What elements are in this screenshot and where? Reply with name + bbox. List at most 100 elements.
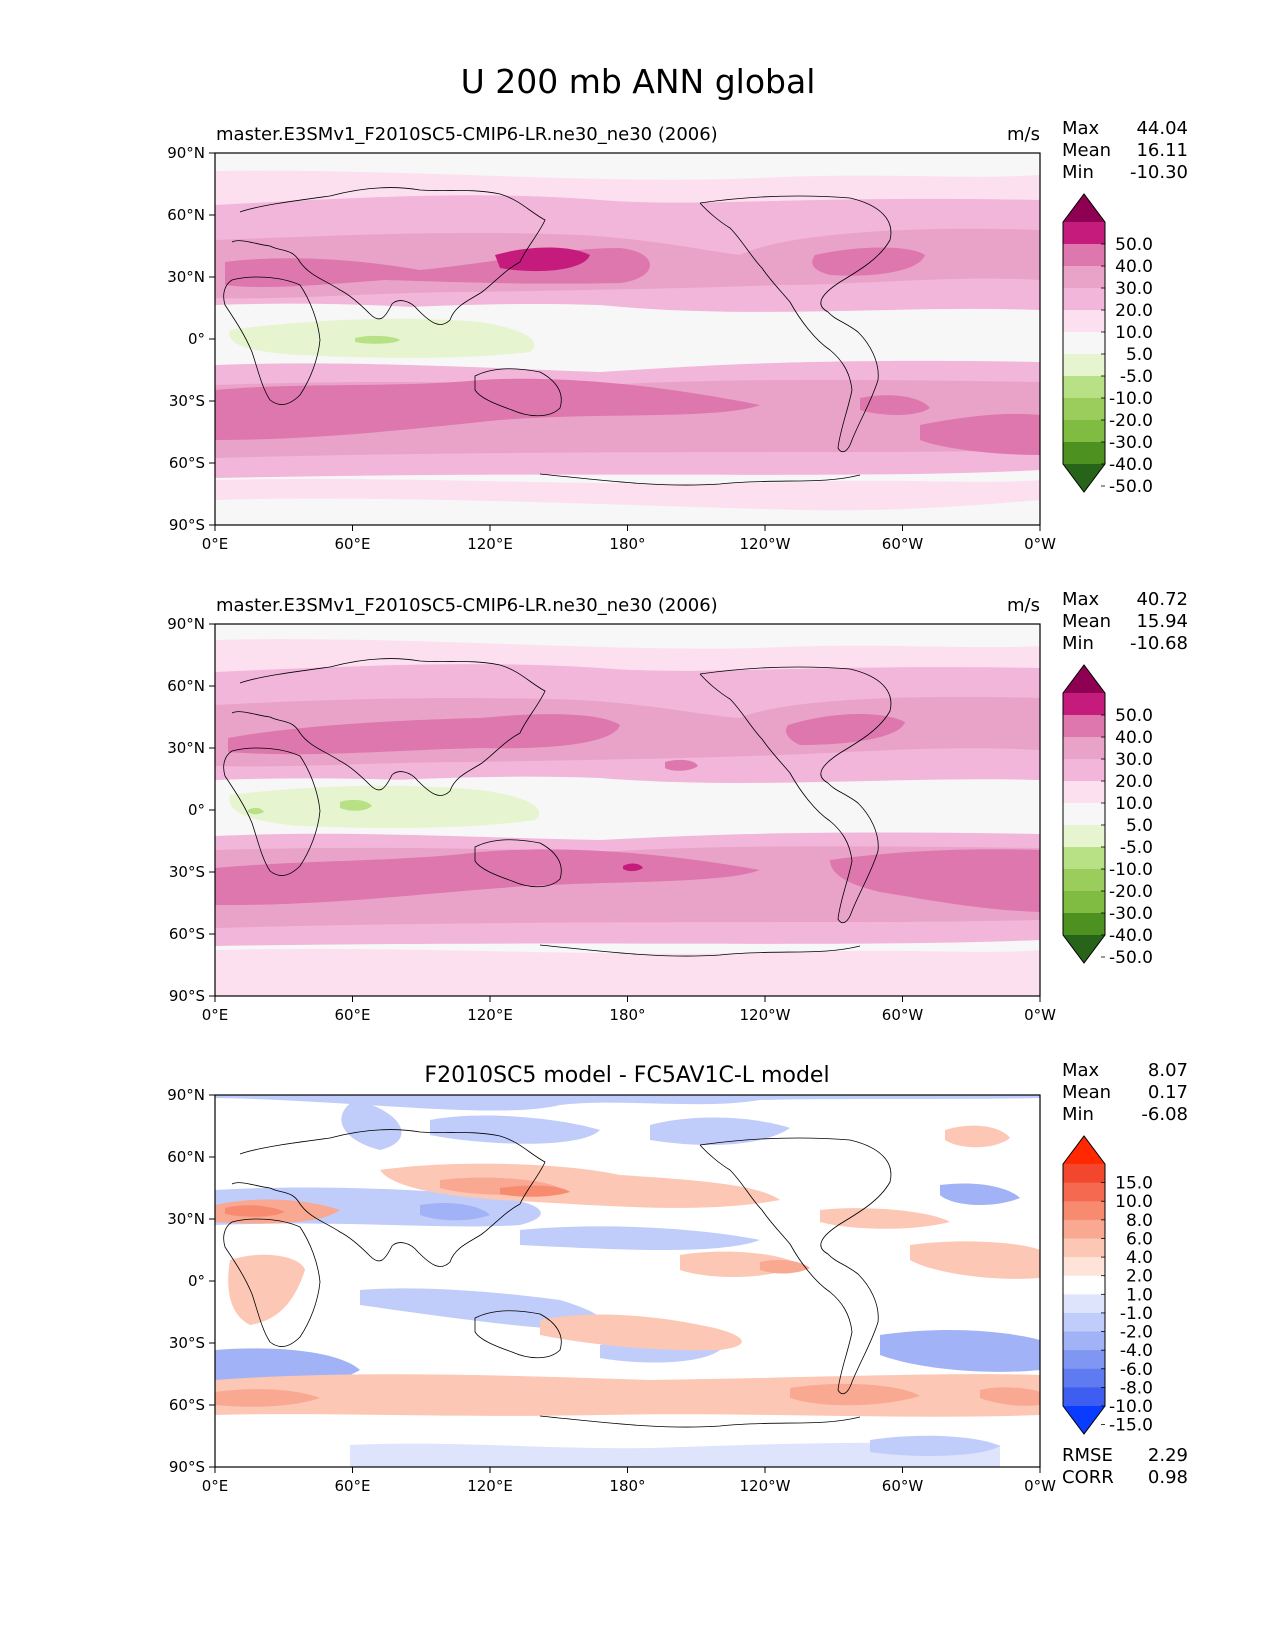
- diff-pos-8: [228, 1254, 305, 1325]
- colorbar-swatch: [1063, 803, 1105, 826]
- panel-1: master.E3SMv1_F2010SC5-CMIP6-LR.ne30_ne3…: [167, 118, 1188, 553]
- colorbar-level-label: 10.0: [1115, 1192, 1153, 1212]
- colorbar-swatch: [1063, 825, 1105, 848]
- band-tropics-easterly: [229, 785, 540, 828]
- panel-3-stat-mean-label: Mean: [1062, 1082, 1111, 1103]
- panel-2-title: master.E3SMv1_F2010SC5-CMIP6-LR.ne30_ne3…: [216, 595, 718, 616]
- x-tick-label: 60°W: [882, 1006, 924, 1024]
- x-tick-label: 60°W: [882, 1477, 924, 1495]
- panel-1-units: m/s: [1007, 124, 1040, 145]
- colorbar-swatch: [1063, 1257, 1105, 1277]
- y-tick-label: 30°S: [169, 1334, 205, 1352]
- colorbar-swatch: [1063, 1294, 1105, 1314]
- y-tick-label: 30°S: [169, 863, 205, 881]
- panel-3-stats: Max 8.07 Mean 0.17 Min -6.08: [1062, 1060, 1188, 1125]
- panel-2-colorbar: 50.040.030.020.010.05.0-5.0-10.0-20.0-30…: [1062, 664, 1153, 968]
- colorbar-level-label: 30.0: [1115, 279, 1153, 299]
- x-tick-label: 60°E: [334, 1477, 370, 1495]
- colorbar-extend-max: [1063, 665, 1105, 693]
- diff-pos-11: [910, 1241, 1040, 1279]
- colorbar-level-label: -20.0: [1109, 411, 1153, 431]
- panel-3-colorbar: 15.010.08.06.04.02.01.0-1.0-2.0-4.0-6.0-…: [1062, 1135, 1153, 1436]
- diff-pos-3: [380, 1163, 780, 1208]
- x-tick-label: 120°E: [467, 1006, 513, 1024]
- x-tick-label: 0°E: [202, 1006, 229, 1024]
- figure-title: U 200 mb ANN global: [461, 62, 816, 101]
- diff-pos-2: [225, 1205, 285, 1217]
- panel-3-metric-corr-label: CORR: [1062, 1467, 1114, 1488]
- colorbar-level-label: -2.0: [1120, 1323, 1153, 1343]
- panel-1-stat-max-value: 44.04: [1136, 118, 1188, 139]
- y-tick-label: 0°: [188, 330, 205, 348]
- colorbar-swatch: [1063, 913, 1105, 936]
- colorbar-swatch: [1063, 715, 1105, 738]
- diff-neg-3: [650, 1117, 790, 1145]
- y-tick-label: 30°S: [169, 392, 205, 410]
- jet-nh-30c: [665, 759, 698, 771]
- colorbar-level-label: -8.0: [1120, 1378, 1153, 1398]
- diff-pos-6: [820, 1208, 950, 1229]
- panel-2-units: m/s: [1007, 595, 1040, 616]
- panel-2-ticks: 0°E 60°E 120°E 180° 120°W 60°W 0°W 90°N 60°N 30°N…: [167, 615, 1056, 1024]
- colorbar-swatch: [1063, 891, 1105, 914]
- colorbar-level-label: 5.0: [1126, 816, 1153, 836]
- colorbar-level-label: 20.0: [1115, 772, 1153, 792]
- colorbar-swatch: [1063, 781, 1105, 804]
- panel-2-field: [215, 624, 1040, 996]
- colorbar-level-label: -20.0: [1109, 882, 1153, 902]
- colorbar-swatch: [1063, 869, 1105, 892]
- colorbar-level-label: -5.0: [1120, 367, 1153, 387]
- colorbar-level-label: 5.0: [1126, 345, 1153, 365]
- colorbar-swatch: [1063, 376, 1105, 399]
- y-tick-label: 90°N: [167, 615, 205, 633]
- colorbar-level-label: 6.0: [1126, 1229, 1153, 1249]
- colorbar-swatch: [1063, 1219, 1105, 1239]
- colorbar-swatch: [1063, 1368, 1105, 1388]
- y-tick-label: 60°S: [169, 925, 205, 943]
- x-tick-label: 120°W: [740, 1006, 791, 1024]
- diff-neg-11: [880, 1330, 1040, 1372]
- colorbar-extend-min: [1063, 1406, 1105, 1434]
- panel-1-ticks: 0°E 60°E 120°E 180° 120°W 60°W 0°W 90°N 60°N 30°N…: [167, 144, 1056, 553]
- diff-arctic-neg: [215, 1095, 1040, 1111]
- colorbar-level-label: 20.0: [1115, 301, 1153, 321]
- colorbar-swatch: [1063, 1312, 1105, 1333]
- colorbar-level-label: -10.0: [1109, 1397, 1153, 1417]
- diff-pos-14: [790, 1383, 920, 1406]
- y-tick-label: 30°N: [167, 268, 205, 286]
- panel-3-stat-min-label: Min: [1062, 1104, 1094, 1125]
- y-tick-label: 90°N: [167, 144, 205, 162]
- x-tick-label: 180°: [609, 1477, 645, 1495]
- diff-neg-1: [341, 1100, 402, 1150]
- x-tick-label: 0°W: [1024, 1477, 1056, 1495]
- colorbar-level-label: 40.0: [1115, 257, 1153, 277]
- colorbar-swatch: [1063, 1331, 1105, 1351]
- diff-pos-15: [980, 1387, 1040, 1406]
- jet-sh-30c: [920, 413, 1040, 455]
- colorbar-level-label: -4.0: [1120, 1341, 1153, 1361]
- colorbar-swatch: [1063, 266, 1105, 289]
- x-tick-label: 180°: [609, 1006, 645, 1024]
- panel-1-field: [215, 153, 1040, 525]
- diff-antarctic-neg: [350, 1442, 1000, 1467]
- panel-3-ticks: 0°E 60°E 120°E 180° 120°W 60°W 0°W 90°N 60°N 30°N…: [167, 1086, 1056, 1495]
- colorbar-swatch: [1063, 222, 1105, 245]
- colorbar-level-label: -30.0: [1109, 433, 1153, 453]
- colorbar-level-label: -15.0: [1109, 1416, 1153, 1436]
- colorbar-level-label: -50.0: [1109, 948, 1153, 968]
- colorbar-swatch: [1063, 1164, 1105, 1184]
- diff-neg-7: [520, 1226, 760, 1250]
- jet-sh-30a: [215, 378, 760, 440]
- colorbar-swatch: [1063, 1182, 1105, 1202]
- band-polar-south-neutral: [215, 498, 1040, 525]
- panel-3-stat-min-value: -6.08: [1141, 1104, 1188, 1125]
- colorbar-extend-max: [1063, 194, 1105, 222]
- colorbar-swatch: [1063, 1238, 1105, 1258]
- colorbar-swatch: [1063, 442, 1105, 465]
- panel-2-stat-min-label: Min: [1062, 633, 1094, 654]
- x-tick-label: 180°: [609, 535, 645, 553]
- panel-1-colorbar: 50.040.030.020.010.05.0-5.0-10.0-20.0-30…: [1062, 193, 1153, 497]
- x-tick-label: 60°E: [334, 535, 370, 553]
- diff-neg-2: [430, 1115, 600, 1144]
- diff-pos-12: [540, 1314, 742, 1351]
